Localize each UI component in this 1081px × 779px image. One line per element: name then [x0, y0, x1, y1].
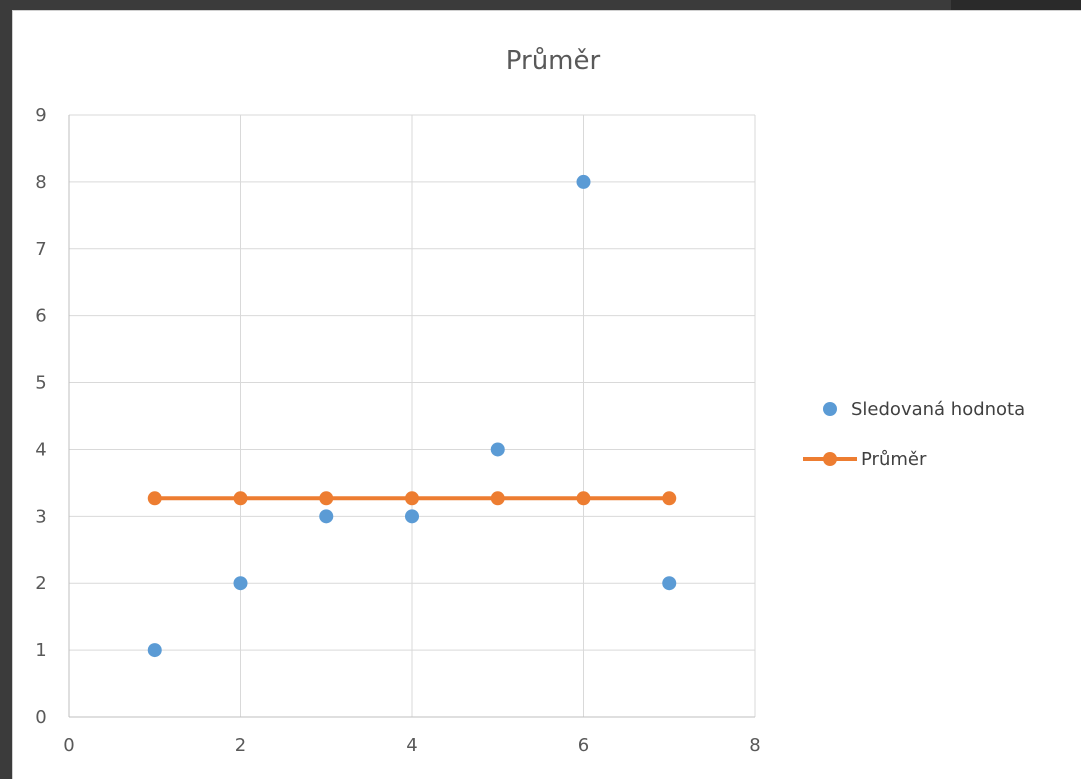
data-point: [405, 509, 419, 524]
series-layer: [147, 174, 677, 658]
x-tick-label: 8: [749, 735, 760, 756]
data-point: [319, 509, 334, 524]
data-point: [233, 576, 248, 591]
legend-label-observed: Sledovaná hodnota: [851, 399, 1025, 420]
chart-area[interactable]: Průměr 0 1 2 3 4 5 6 7 8 9 0 2 4 6 8 Sledovaná hodnota…: [12, 10, 1081, 779]
mean-point: [662, 491, 677, 506]
data-point: [576, 174, 591, 189]
y-tick-label: 9: [35, 105, 46, 126]
legend-marker-mean: [823, 452, 837, 466]
legend-label-mean: Průměr: [861, 449, 927, 470]
legend-entry-observed: Sledovaná hodnota: [823, 399, 1025, 420]
y-tick-label: 8: [35, 172, 46, 193]
data-point: [662, 576, 677, 591]
legend: Sledovaná hodnota Průměr: [803, 399, 1025, 470]
y-tick-label: 4: [35, 439, 46, 460]
mean-point: [490, 491, 505, 506]
legend-entry-mean: Průměr: [803, 449, 927, 470]
mean-point: [147, 491, 162, 506]
mean-point: [233, 491, 248, 506]
data-point: [490, 442, 505, 457]
data-point: [147, 643, 162, 658]
series-observed: [147, 174, 677, 658]
y-tick-label: 5: [35, 373, 46, 394]
mean-point: [405, 491, 419, 506]
legend-marker-observed: [823, 402, 837, 416]
y-tick-label: 3: [35, 506, 46, 527]
y-tick-label: 1: [35, 640, 46, 661]
x-tick-label: 2: [235, 735, 246, 756]
window-top-strip: [951, 0, 1081, 10]
chart-svg: Průměr 0 1 2 3 4 5 6 7 8 9 0 2 4 6 8 Sledovaná hodnota…: [35, 46, 1025, 756]
y-tick-label: 7: [35, 239, 46, 260]
chart-title: Průměr: [506, 46, 601, 76]
y-tick-label: 2: [35, 573, 46, 594]
grid-layer: [68, 114, 756, 718]
y-tick-label: 6: [35, 306, 46, 327]
edge-mark: [0, 258, 4, 272]
series-mean: [147, 491, 677, 506]
y-tick-label: 0: [35, 707, 46, 728]
x-tick-label: 0: [63, 735, 74, 756]
mean-point: [576, 491, 591, 506]
axis-layer: 0 1 2 3 4 5 6 7 8 9 0 2 4 6 8: [35, 105, 760, 756]
x-tick-label: 6: [578, 735, 589, 756]
x-tick-label: 4: [406, 735, 417, 756]
mean-point: [319, 491, 334, 506]
